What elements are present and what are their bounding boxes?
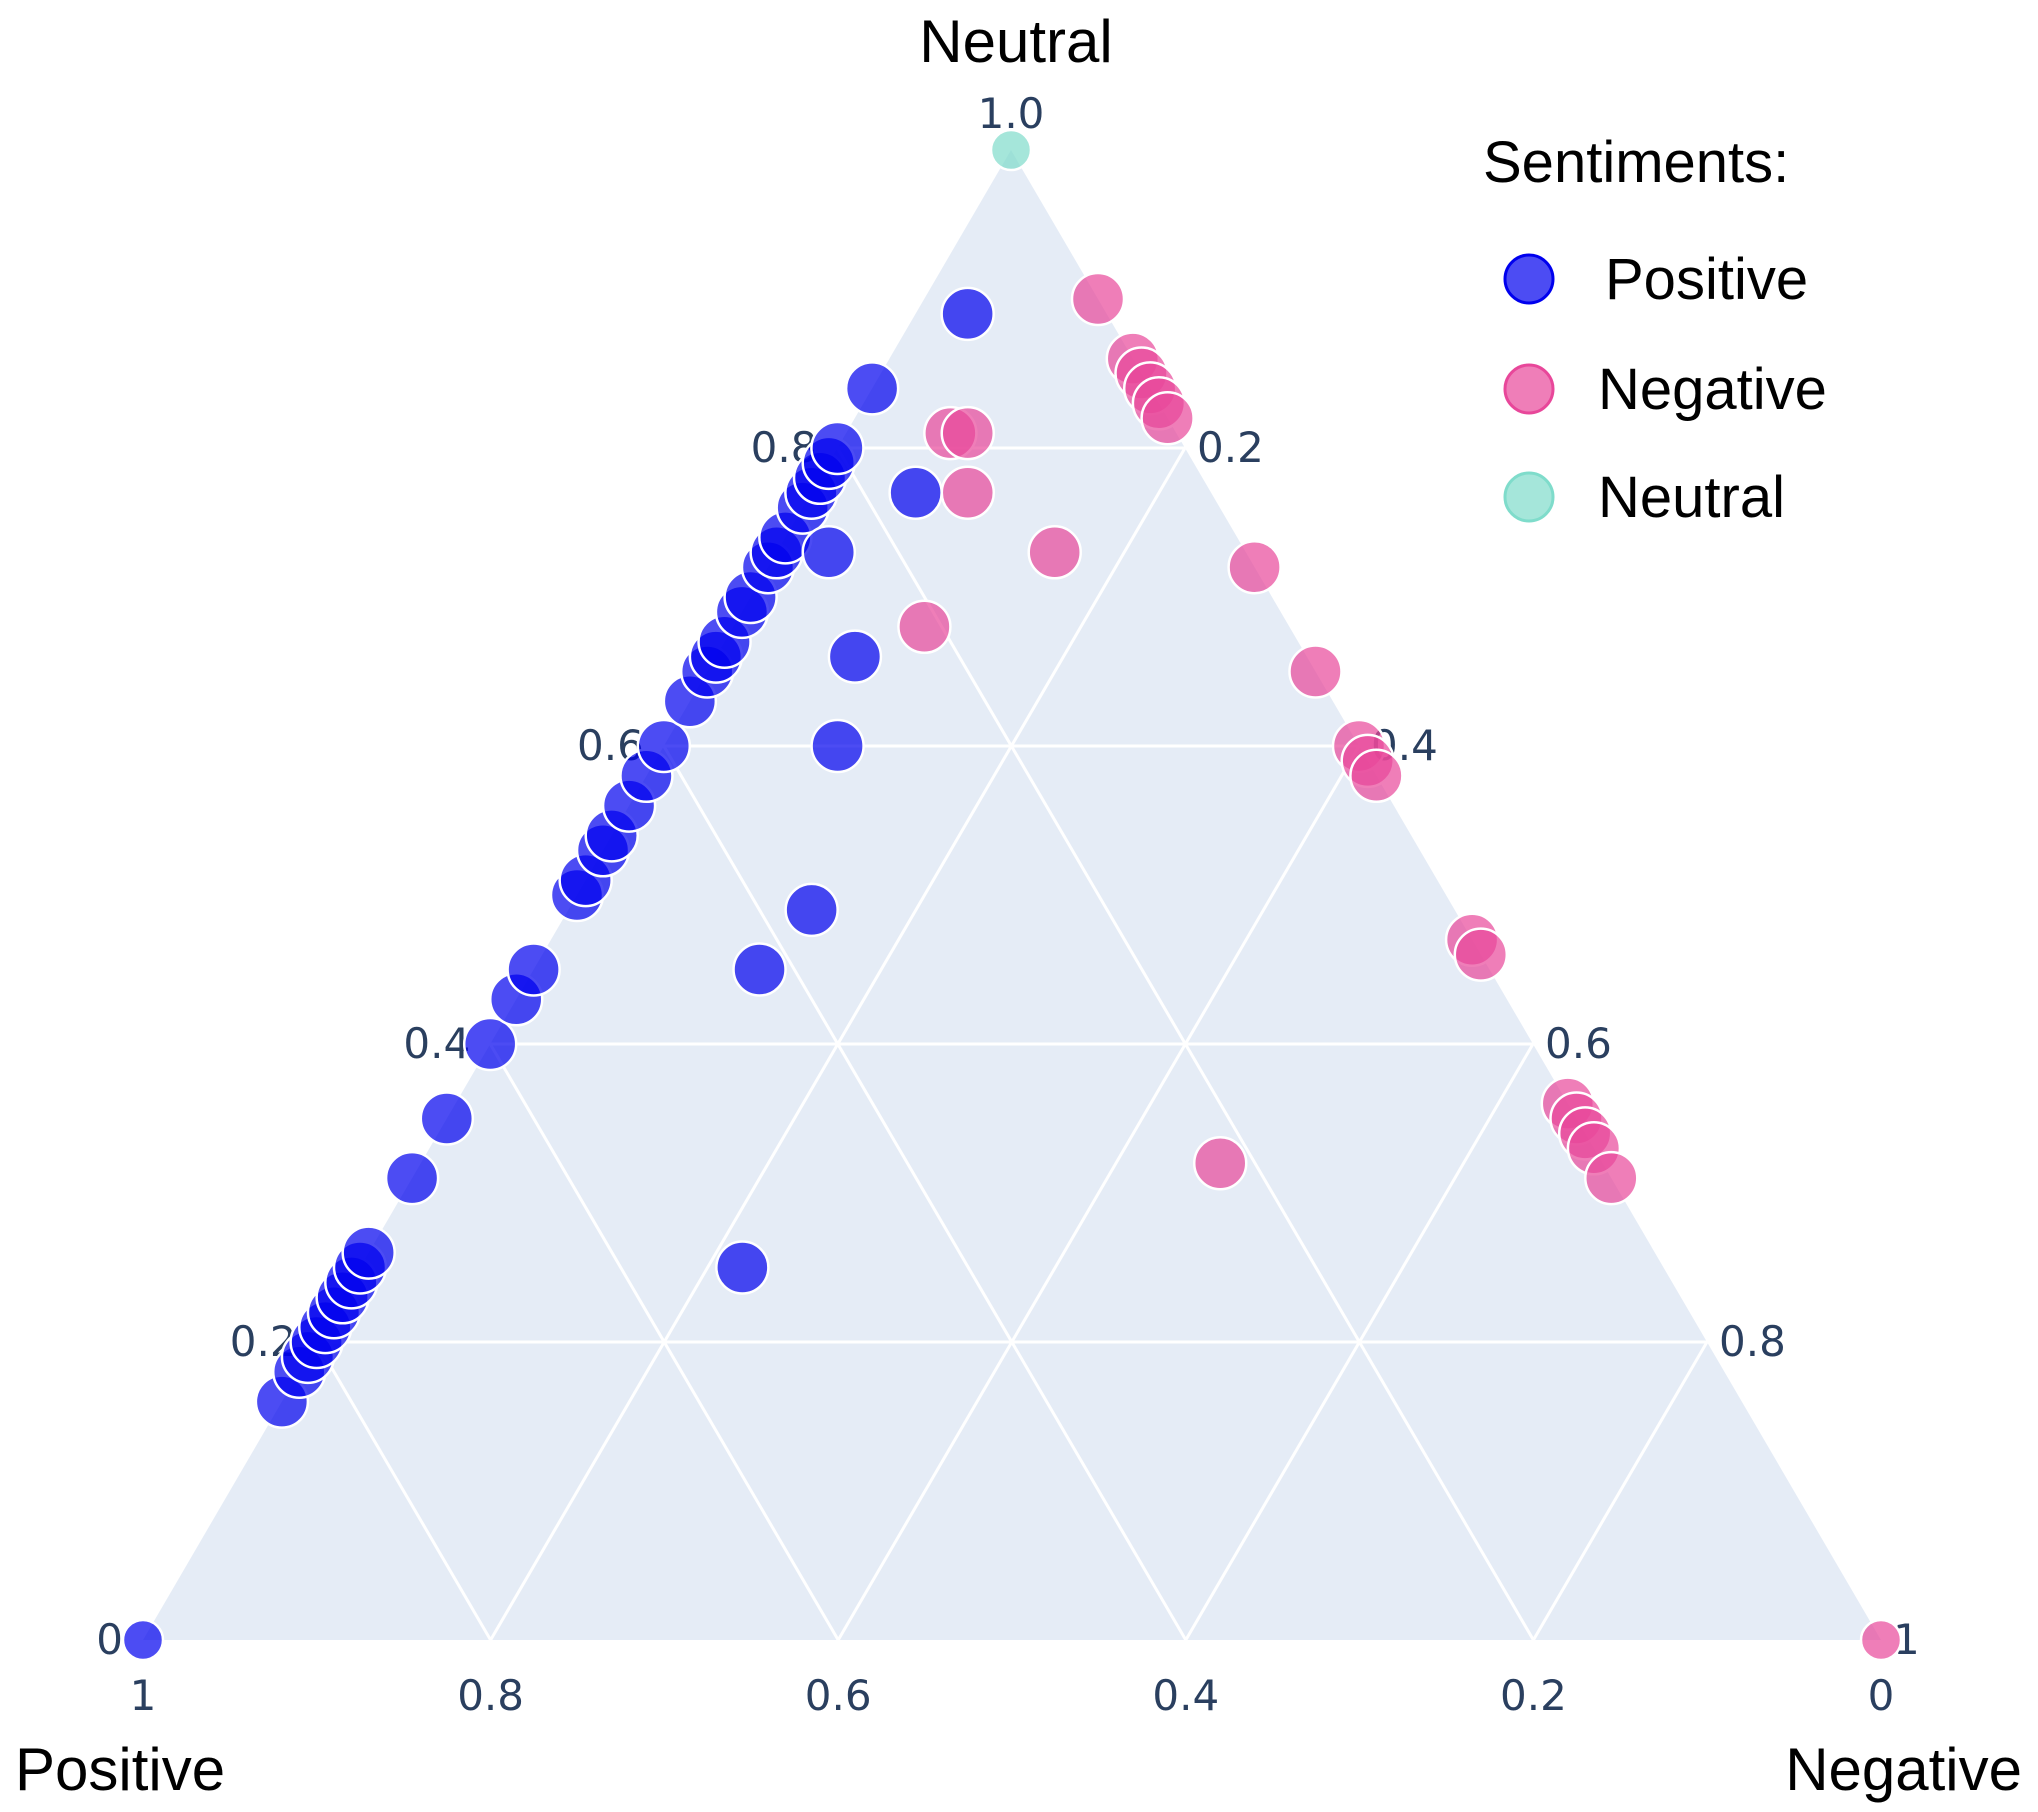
tick-label-neutral: 0.4 xyxy=(403,1019,470,1068)
tick-label-positive: 0.2 xyxy=(1500,1671,1567,1720)
data-point-positive[interactable] xyxy=(784,882,839,938)
data-point-negative[interactable] xyxy=(1140,390,1195,446)
data-point-negative[interactable] xyxy=(1070,271,1126,327)
data-point-positive[interactable] xyxy=(715,1240,770,1295)
data-point-positive[interactable] xyxy=(940,286,995,342)
data-point-negative[interactable] xyxy=(1584,1150,1639,1206)
data-point-positive[interactable] xyxy=(384,1150,440,1206)
data-point-negative[interactable] xyxy=(1027,525,1082,580)
tick-label-positive: 0.8 xyxy=(457,1671,524,1720)
tick-label-positive: 0.4 xyxy=(1152,1671,1219,1720)
data-point-positive[interactable] xyxy=(636,718,692,774)
data-point-negative[interactable] xyxy=(940,405,995,461)
grid-line-positive xyxy=(488,1043,840,1641)
tick-label-positive: 0 xyxy=(1868,1671,1895,1720)
legend-item-neutral[interactable]: Neutral xyxy=(1503,465,1785,530)
data-point-positive[interactable] xyxy=(827,629,883,684)
data-point-positive[interactable] xyxy=(810,718,865,774)
legend-label-negative: Negative xyxy=(1598,357,1827,422)
data-points xyxy=(121,128,1903,1662)
legend-marker-neutral xyxy=(1503,471,1555,523)
tick-labels: 00.20.40.60.81.00.20.40.60.811 0.8 0.6 0.4 0… xyxy=(96,89,1919,1720)
legend-label-neutral: Neutral xyxy=(1598,465,1785,530)
data-point-positive[interactable] xyxy=(801,525,857,580)
data-point-negative[interactable] xyxy=(1227,539,1282,595)
data-point-positive[interactable] xyxy=(419,1091,475,1146)
plot-background xyxy=(143,150,1881,1640)
data-point-negative[interactable] xyxy=(897,599,952,655)
tick-label-negative: 0.2 xyxy=(1197,423,1264,472)
tick-label-positive: 1 xyxy=(130,1671,157,1720)
legend-marker-positive xyxy=(1503,253,1555,305)
data-point-neutral[interactable] xyxy=(989,128,1033,172)
data-point-positive[interactable] xyxy=(888,465,943,520)
legend: Sentiments: Positive Negative Neutral xyxy=(1483,130,1827,530)
data-point-positive[interactable] xyxy=(341,1225,396,1280)
data-point-positive[interactable] xyxy=(732,942,787,997)
data-point-negative[interactable] xyxy=(1288,644,1343,699)
legend-item-negative[interactable]: Negative xyxy=(1503,357,1827,422)
legend-label-positive: Positive xyxy=(1605,247,1808,312)
grid-line-negative xyxy=(836,745,1361,1641)
corner-title-neutral: Neutral xyxy=(919,8,1112,75)
data-point-negative[interactable] xyxy=(1859,1618,1903,1662)
grid-line-negative xyxy=(1184,1043,1535,1641)
grid-lines xyxy=(315,446,1709,1641)
data-point-negative[interactable] xyxy=(1349,748,1404,804)
tick-label-neutral: 0 xyxy=(96,1615,123,1664)
data-point-negative[interactable] xyxy=(1192,1135,1248,1191)
data-point-positive[interactable] xyxy=(810,420,865,476)
tick-label-negative: 0.8 xyxy=(1719,1317,1786,1366)
grid-line-positive xyxy=(315,1341,492,1641)
legend-item-positive[interactable]: Positive xyxy=(1503,247,1808,312)
data-point-positive[interactable] xyxy=(121,1618,165,1662)
data-point-negative[interactable] xyxy=(1453,927,1509,982)
legend-marker-negative xyxy=(1503,363,1555,415)
corner-title-negative: Negative xyxy=(1785,1736,2022,1803)
grid-line-positive xyxy=(662,745,1188,1641)
corner-title-positive: Positive xyxy=(15,1736,225,1803)
legend-title: Sentiments: xyxy=(1483,130,1789,195)
data-point-negative[interactable] xyxy=(940,465,996,520)
data-point-positive[interactable] xyxy=(462,1016,518,1072)
grid-line-negative xyxy=(1532,1341,1709,1641)
tick-label-negative: 0.6 xyxy=(1545,1019,1612,1068)
tick-label-positive: 0.6 xyxy=(805,1671,872,1720)
data-point-positive[interactable] xyxy=(506,942,561,997)
data-point-positive[interactable] xyxy=(844,361,900,416)
